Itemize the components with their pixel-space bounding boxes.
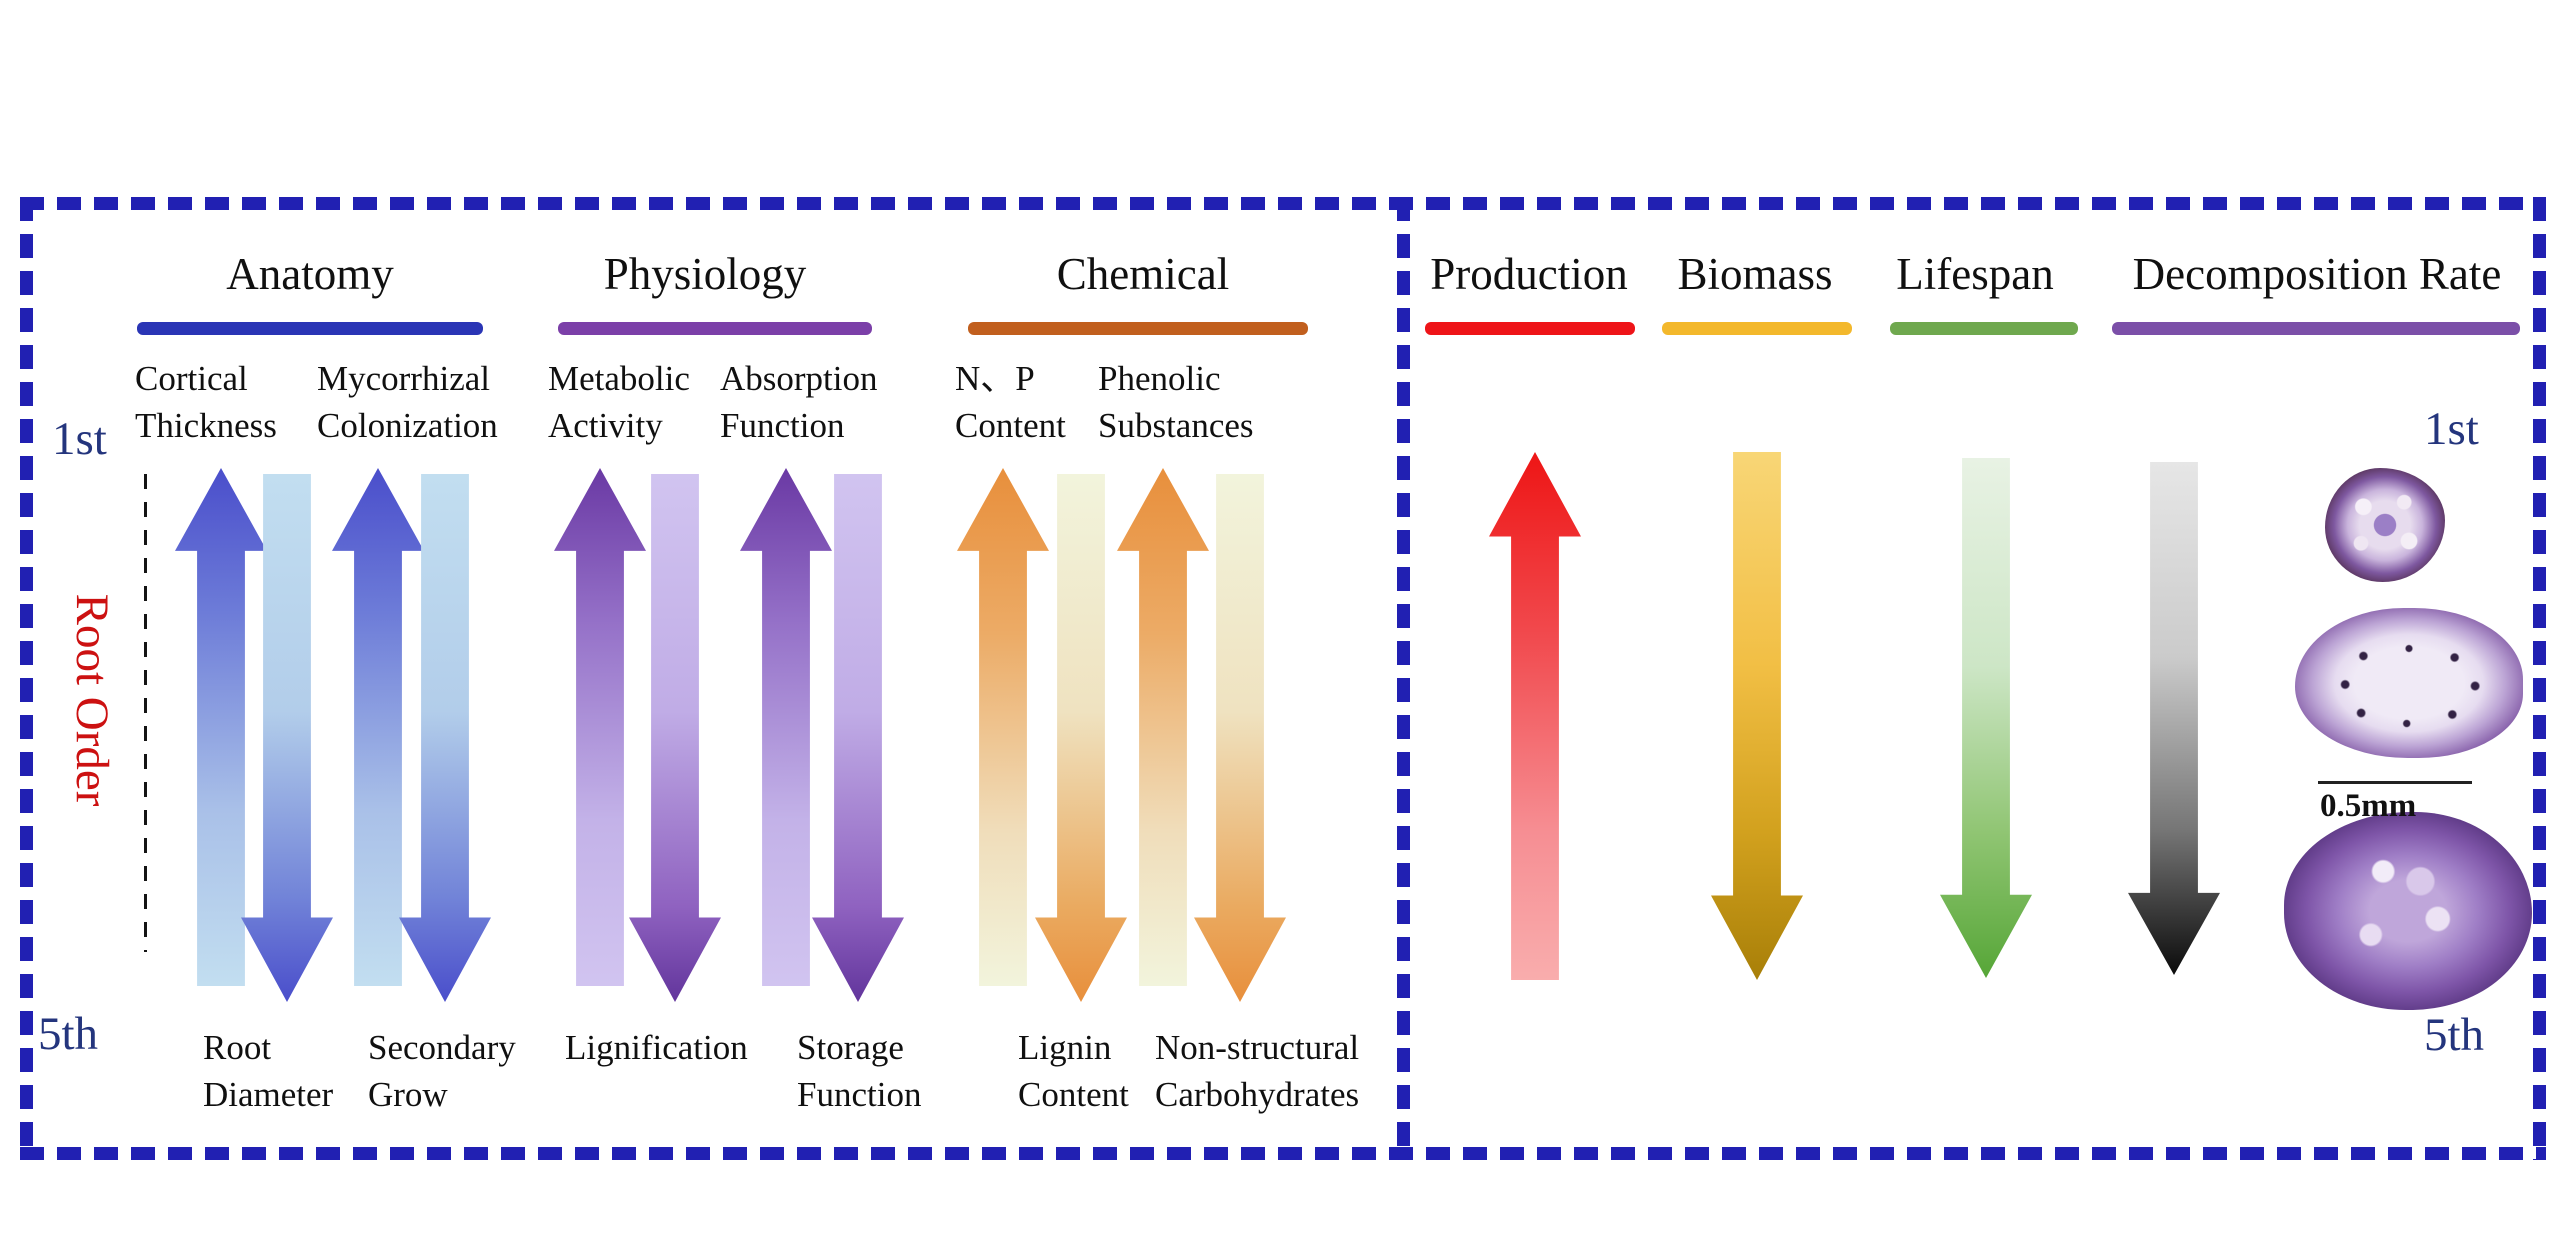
- down-arrow-nonstructural-carbohydrates: [1194, 474, 1286, 1002]
- right-order-bottom-label: 5th: [2424, 1009, 2485, 1061]
- down-arrow-root-diameter: [241, 474, 333, 1002]
- trait-label-phenolic-substances: Phenolic Substances: [1098, 359, 1254, 445]
- trait-label-storage-function: Storage Function: [797, 1028, 922, 1114]
- down-arrow-lifespan: [1940, 458, 2032, 978]
- group-title-chemical: Chemical: [1056, 249, 1230, 299]
- trait-label-lignin-content: Lignin Content: [1018, 1028, 1129, 1114]
- trait-label-mycorrhizal-colonization: Mycorrhizal Colonization: [317, 359, 498, 445]
- scale-bar: [2318, 781, 2472, 784]
- trait-label-root-diameter: Root Diameter: [203, 1028, 334, 1114]
- right-order-top-label: 1st: [2424, 403, 2479, 455]
- down-arrow-biomass: [1711, 452, 1803, 980]
- up-arrow-absorption-function: [740, 468, 832, 986]
- panel-border-top: [20, 197, 2546, 210]
- up-arrow-phenolic-substances: [1117, 468, 1209, 986]
- group-title-anatomy: Anatomy: [226, 249, 394, 299]
- up-arrow-production: [1489, 452, 1581, 980]
- left-order-bottom-label: 5th: [38, 1008, 99, 1060]
- group-underline-physiology: [558, 322, 872, 335]
- down-arrow-storage-function: [812, 474, 904, 1002]
- down-arrow-secondary-grow: [399, 474, 491, 1002]
- panel-divider: [1397, 197, 1410, 1160]
- panel-border-bottom: [20, 1147, 2546, 1160]
- up-arrow-np-content: [957, 468, 1049, 986]
- root-order-axis-label: Root Order: [66, 593, 118, 807]
- column-title-production: Production: [1430, 249, 1628, 299]
- trait-label-cortical-thickness: Cortical Thickness: [135, 359, 277, 445]
- column-title-decomposition-rate: Decomposition Rate: [2132, 249, 2502, 299]
- column-underline-biomass: [1662, 322, 1852, 335]
- column-underline-decomposition-rate: [2112, 322, 2520, 335]
- root-order-axis-line: [144, 474, 147, 952]
- group-title-physiology: Physiology: [603, 249, 807, 299]
- panel-border-right: [2533, 197, 2546, 1160]
- trait-label-absorption-function: Absorption Function: [720, 359, 878, 445]
- scale-bar-label: 0.5mm: [2320, 788, 2417, 824]
- column-title-lifespan: Lifespan: [1896, 249, 2054, 299]
- up-arrow-mycorrhizal-colonization: [332, 468, 424, 986]
- trait-label-nonstructural-carbohydrates: Non-structural Carbohydrates: [1155, 1028, 1360, 1114]
- trait-label-metabolic-activity: Metabolic Activity: [548, 359, 690, 445]
- trait-label-lignification: Lignification: [565, 1028, 748, 1067]
- column-underline-production: [1425, 322, 1635, 335]
- panel-border-left: [20, 197, 33, 1160]
- group-underline-anatomy: [137, 322, 483, 335]
- trait-label-secondary-grow: Secondary Grow: [368, 1028, 516, 1114]
- root-cross-section-mid-order-image: [2295, 608, 2523, 758]
- up-arrow-cortical-thickness: [175, 468, 267, 986]
- down-arrow-decomposition-rate: [2128, 462, 2220, 975]
- column-title-biomass: Biomass: [1677, 249, 1833, 299]
- left-order-top-label: 1st: [52, 413, 107, 465]
- down-arrow-lignification: [629, 474, 721, 1002]
- trait-label-np-content: N、P Content: [955, 359, 1066, 445]
- up-arrow-metabolic-activity: [554, 468, 646, 986]
- down-arrow-lignin-content: [1035, 474, 1127, 1002]
- column-underline-lifespan: [1890, 322, 2078, 335]
- root-cross-section-5th-order-image: [2284, 812, 2532, 1010]
- root-cross-section-1st-order-image: [2325, 468, 2445, 582]
- group-underline-chemical: [968, 322, 1308, 335]
